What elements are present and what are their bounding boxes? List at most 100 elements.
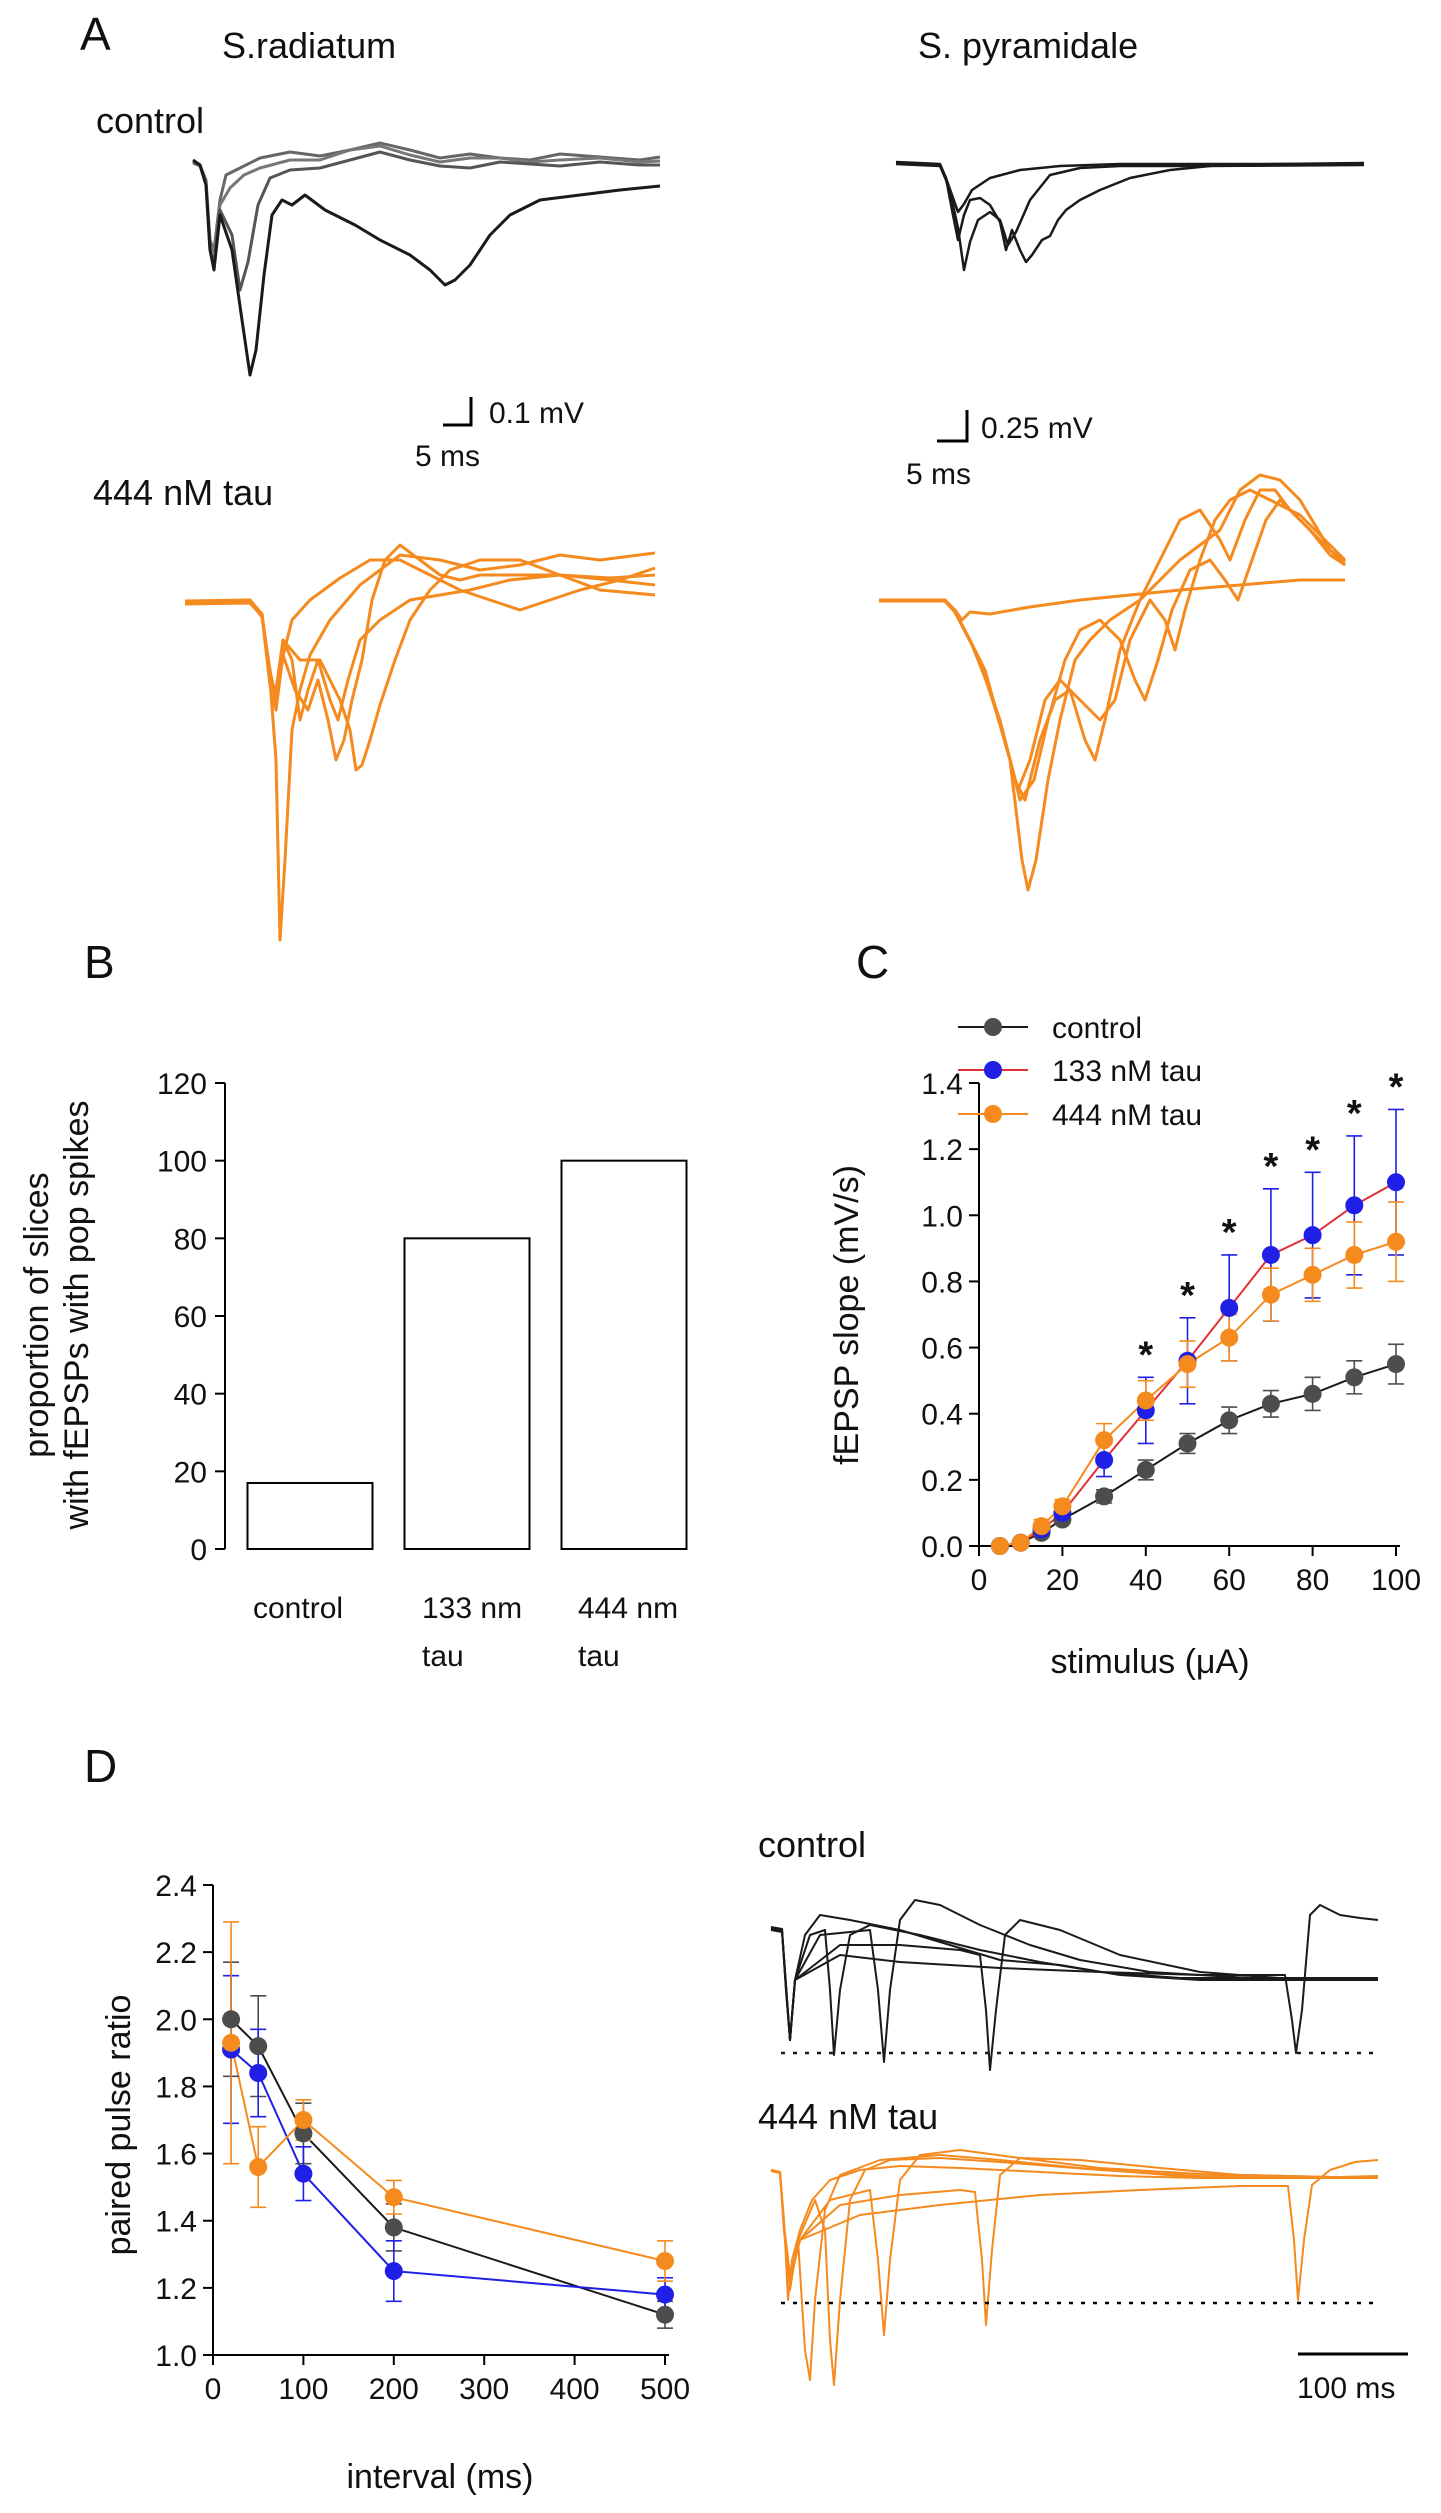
pyramidale-control-traces	[895, 160, 1365, 272]
x-tick-label: 0	[971, 1564, 988, 1597]
data-point	[1136, 1460, 1155, 1479]
y-tick-label: 80	[174, 1223, 207, 1256]
legend-label: 133 nM tau	[1052, 1055, 1202, 1088]
significance-marker: *	[1180, 1275, 1195, 1317]
y-tick-label: 0	[190, 1534, 207, 1567]
data-point	[222, 2033, 241, 2052]
panel-a-label: A	[80, 8, 111, 60]
x-tick-label: 200	[369, 2373, 419, 2406]
data-point	[656, 2252, 674, 2270]
data-point	[1303, 1265, 1322, 1284]
panel-d: D paired pulse ratio interval (ms) 1.01.…	[84, 1740, 690, 2496]
legend-label: 444 nM tau	[1052, 1099, 1202, 1132]
panel-b-ylabel: proportion of sliceswith fEPSPs with pop…	[18, 1101, 96, 1531]
y-tick-label: 1.2	[155, 2273, 197, 2306]
data-point	[1032, 1517, 1051, 1536]
x-category-label: tau	[422, 1640, 464, 1673]
panel-d-axes: 1.0 1.2 1.4 1.6 1.8 2.0 2.2 2.4 0 100 200 300 400 500	[155, 1870, 690, 2406]
legend-marker	[984, 1105, 1002, 1123]
panel-b-y-ticks: 0 20 40 60 80 100 120	[157, 1068, 225, 1567]
scalebar-2-voltage: 0.25 mV	[981, 412, 1093, 445]
data-point	[1303, 1226, 1322, 1245]
data-point	[1095, 1487, 1114, 1506]
panel-d-plot	[222, 1921, 674, 2329]
y-tick-label: 20	[174, 1456, 207, 1489]
legend-marker	[984, 1061, 1002, 1079]
x-category-label: 133 nm	[422, 1592, 522, 1625]
data-point	[384, 2218, 403, 2237]
data-point	[1261, 1285, 1280, 1304]
ppr-control-traces	[770, 1899, 1379, 2071]
panel-c: C fEPSP slope (mV/s) stimulus (μA) 0.00.…	[828, 936, 1421, 1681]
series-line-3	[230, 2042, 666, 2262]
y-tick-label: 1.4	[921, 1068, 963, 1101]
significance-marker: *	[1138, 1334, 1153, 1376]
panel-b: B proportion of sliceswith fEPSPs with p…	[18, 936, 688, 1673]
y-tick-label: 0.2	[921, 1465, 963, 1498]
significance-marker: *	[1305, 1129, 1320, 1171]
panel-c-xlabel: stimulus (μA)	[1050, 1643, 1249, 1681]
trace	[770, 1919, 1378, 2071]
panel-c-ylabel: fEPSP slope (mV/s)	[828, 1165, 866, 1465]
y-tick-label: 1.0	[155, 2340, 197, 2373]
significance-marker: *	[1222, 1212, 1237, 1254]
bar-3	[560, 1159, 688, 1550]
panel-b-x-labels: control 133 nm tau 444 nm tau	[253, 1592, 678, 1673]
y-tick-label: 40	[174, 1379, 207, 1412]
trace	[184, 543, 656, 762]
panel-c-axes: 0.0 0.2 0.4 0.6 0.8 1.0 1.2 1.4 0 20 40 60 80 100	[921, 1068, 1421, 1597]
bar-2	[403, 1237, 531, 1551]
trace	[192, 141, 661, 252]
x-tick-label: 500	[640, 2373, 690, 2406]
x-tick-label: 0	[205, 2373, 222, 2406]
legend-marker	[984, 1018, 1002, 1036]
trace	[895, 162, 1365, 272]
trace	[192, 144, 661, 254]
series-line-1	[230, 2018, 666, 2316]
x-tick-label: 100	[1371, 1564, 1421, 1597]
bar-1	[246, 1481, 374, 1550]
y-tick-label: 0.0	[921, 1531, 963, 1564]
y-tick-label: 1.2	[921, 1134, 963, 1167]
y-tick-label: 2.4	[155, 1870, 197, 1903]
ppr-control-label: control	[758, 1824, 866, 1865]
data-point	[1303, 1384, 1322, 1403]
trace	[770, 2154, 1378, 2381]
panel-b-ylabel-text: proportion of sliceswith fEPSPs with pop…	[18, 1101, 96, 1531]
trace	[895, 160, 1365, 264]
panel-a: A S.radiatum S. pyramidale control 444 n…	[80, 8, 1365, 942]
data-point	[1261, 1245, 1280, 1264]
trace	[879, 578, 1345, 622]
data-point	[1387, 1173, 1405, 1192]
data-point	[1387, 1232, 1405, 1251]
scalebar-2-time: 5 ms	[906, 458, 971, 491]
trace	[879, 498, 1346, 802]
trace	[184, 558, 656, 772]
panel-c-plot: * * * * * * *	[990, 1066, 1405, 1555]
trace	[879, 488, 1346, 802]
data-point	[294, 2111, 313, 2129]
scalebar-2-bars	[937, 410, 969, 443]
panel-b-ylabel-line: proportion of slices	[18, 1172, 56, 1457]
scalebar-1-voltage: 0.1 mV	[489, 397, 584, 430]
data-point	[1220, 1328, 1239, 1347]
legend-label: control	[1052, 1012, 1142, 1045]
panel-d-label: D	[84, 1740, 117, 1792]
y-tick-label: 1.0	[921, 1200, 963, 1233]
x-tick-label: 40	[1129, 1564, 1162, 1597]
trace	[192, 158, 661, 377]
ppr-scalebar-label: 100 ms	[1297, 2372, 1395, 2405]
y-tick-label: 60	[174, 1301, 207, 1334]
scalebar-2: 0.25 mV 5 ms	[906, 410, 1093, 491]
x-tick-label: 20	[1046, 1564, 1079, 1597]
data-point	[1345, 1368, 1364, 1387]
y-tick-label: 0.4	[921, 1399, 963, 1432]
data-point	[294, 2124, 313, 2143]
row1-label: control	[96, 100, 204, 141]
panel-c-legend: control 133 nM tau 444 nM tau	[958, 1012, 1202, 1132]
trace	[184, 573, 656, 722]
data-point	[1220, 1298, 1239, 1317]
panel-d-ylabel: paired pulse ratio	[100, 1995, 138, 2256]
y-tick-label: 120	[157, 1068, 207, 1101]
series-line-2	[999, 1181, 1397, 1547]
